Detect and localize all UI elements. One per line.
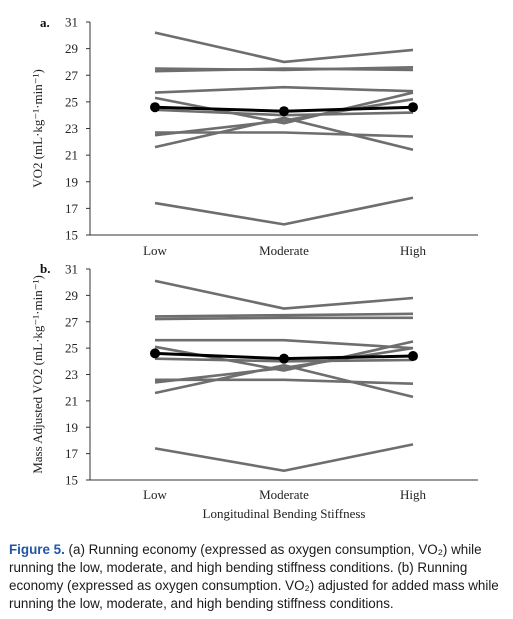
panel-a: 15 17 19 21 23 25 27 29 31 Low Moderate High a. VO2 (… — [30, 15, 478, 258]
panel-b: 15 17 19 21 23 25 27 29 31 Low Moderate High b.Mass … — [30, 261, 478, 521]
figure-caption: Figure 5. (a) Running economy (expressed… — [9, 541, 509, 613]
y-tick-label: 19 — [65, 174, 78, 189]
participant-line — [154, 196, 414, 226]
mean-point — [408, 351, 418, 362]
y-tick-label: 15 — [65, 228, 78, 243]
y-tick-label: 27 — [65, 314, 79, 329]
y-tick-label: 19 — [65, 420, 78, 435]
participant-line — [154, 91, 414, 125]
y-tick-label: 17 — [65, 446, 79, 461]
participant-line — [154, 85, 414, 94]
mean-point — [150, 102, 160, 113]
y-axis-title: VO2 (mL·kg⁻¹·min⁻¹) — [30, 69, 45, 188]
caption-text: (a) Running economy (expressed as oxygen… — [9, 542, 499, 611]
participant-line — [154, 443, 414, 473]
mean-point — [279, 353, 289, 364]
y-tick-label: 29 — [65, 41, 78, 56]
x-tick-label: High — [400, 243, 427, 258]
x-tick-label: Moderate — [259, 243, 309, 258]
y-tick-label: 29 — [65, 288, 78, 303]
panel-label: b. — [40, 261, 50, 276]
x-tick-label: Moderate — [259, 487, 309, 502]
participant-line — [154, 279, 414, 310]
caption-label: Figure 5. — [9, 542, 65, 557]
y-tick-label: 27 — [65, 68, 79, 83]
y-tick-label: 25 — [65, 341, 78, 356]
participant-line — [155, 378, 414, 386]
participant-line — [154, 312, 414, 318]
y-tick-label: 21 — [65, 148, 78, 163]
participant-line — [155, 338, 414, 350]
x-tick-label: Low — [143, 243, 167, 258]
figure-charts: 15 17 19 21 23 25 27 29 31 Low Moderate High a. VO2 (… — [30, 15, 478, 521]
y-tick-label: 23 — [65, 367, 78, 382]
y-tick-label: 15 — [65, 473, 78, 488]
y-tick-label: 31 — [65, 15, 78, 30]
y-tick-label: 25 — [65, 94, 78, 109]
participant-line — [154, 97, 414, 137]
x-tick-label: Low — [143, 487, 167, 502]
mean-point — [279, 106, 289, 117]
y-tick-label: 21 — [65, 393, 78, 408]
participant-line — [154, 363, 414, 399]
panel-label: a. — [40, 15, 50, 30]
participant-line — [155, 131, 414, 138]
participant-line — [154, 31, 414, 64]
mean-point — [150, 348, 160, 359]
participant-line — [154, 67, 414, 73]
y-tick-label: 23 — [65, 121, 78, 136]
participant-line — [154, 346, 414, 384]
participant-line — [154, 65, 414, 72]
x-axis-title: Longitudinal Bending Stiffness — [203, 506, 366, 521]
participant-line — [154, 316, 413, 321]
y-tick-label: 17 — [65, 201, 79, 216]
x-tick-label: High — [400, 487, 427, 502]
participant-line — [154, 116, 414, 152]
y-axis-title: Mass Adjusted VO2 (mL·kg⁻¹·min⁻¹) — [30, 275, 45, 474]
y-tick-label: 31 — [65, 262, 78, 277]
mean-point — [408, 102, 418, 113]
